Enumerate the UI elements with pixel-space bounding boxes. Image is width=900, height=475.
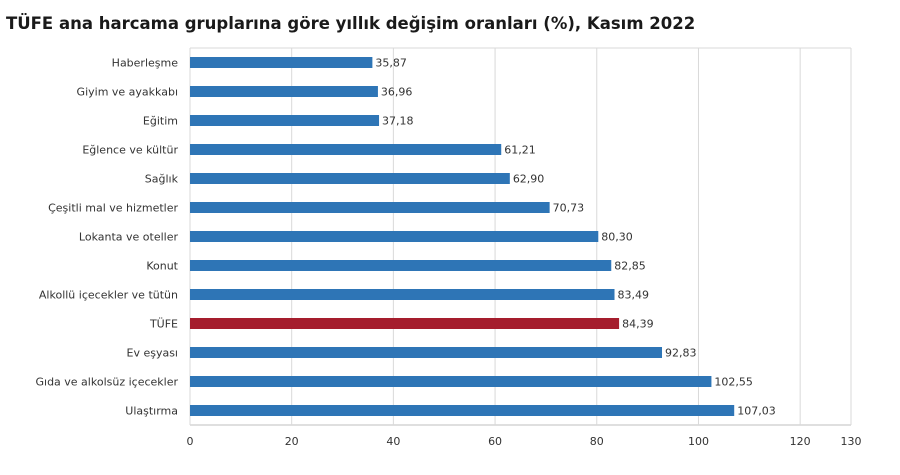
bar [190, 202, 550, 213]
value-label: 35,87 [375, 57, 407, 70]
value-label: 107,03 [737, 405, 776, 418]
value-label: 61,21 [504, 144, 536, 157]
category-label: Ulaştırma [125, 405, 178, 418]
x-tick-label: 40 [386, 435, 400, 448]
bar [190, 260, 612, 271]
value-label: 92,83 [665, 347, 697, 360]
chart-title: TÜFE ana harcama gruplarına göre yıllık … [6, 14, 696, 33]
category-label: TÜFE [149, 318, 178, 331]
value-label: 83,49 [618, 289, 650, 302]
bar [190, 173, 510, 184]
labels: 0 20 40 60 80 100 120 130 Haberleşme 35,87 Giyim v… [35, 57, 861, 449]
value-label: 82,85 [614, 260, 646, 273]
x-tick-label: 20 [285, 435, 299, 448]
category-label: Gıda ve alkolsüz içecekler [35, 376, 178, 389]
category-label: Alkollü içecekler ve tütün [39, 289, 178, 302]
bar [190, 86, 378, 97]
value-label: 102,55 [714, 376, 753, 389]
x-tick-label: 0 [187, 435, 194, 448]
bar [190, 347, 663, 358]
value-label: 84,39 [622, 318, 654, 331]
bar [190, 318, 620, 329]
value-label: 80,30 [601, 231, 633, 244]
category-label: Ev eşyası [127, 347, 179, 360]
category-label: Lokanta ve oteller [79, 231, 179, 244]
bar [190, 405, 735, 416]
category-label: Eğitim [143, 115, 178, 128]
category-label: Çeşitli mal ve hizmetler [48, 202, 178, 215]
value-label: 70,73 [553, 202, 585, 215]
category-label: Konut [146, 260, 178, 273]
bar [190, 376, 712, 387]
value-label: 37,18 [382, 115, 414, 128]
category-label: Sağlık [145, 173, 179, 186]
bar [190, 57, 373, 68]
x-tick-label: 80 [590, 435, 604, 448]
bar [190, 144, 502, 155]
bars [190, 57, 735, 416]
bar [190, 231, 599, 242]
category-label: Eğlence ve kültür [82, 144, 178, 157]
value-label: 36,96 [381, 86, 413, 99]
category-label: Giyim ve ayakkabı [77, 86, 178, 99]
x-tick-label: 130 [841, 435, 862, 448]
category-label: Haberleşme [112, 57, 179, 70]
x-tick-label: 120 [790, 435, 811, 448]
bar [190, 289, 615, 300]
bar [190, 115, 380, 126]
x-tick-label: 100 [688, 435, 709, 448]
value-label: 62,90 [513, 173, 545, 186]
x-tick-label: 60 [488, 435, 502, 448]
